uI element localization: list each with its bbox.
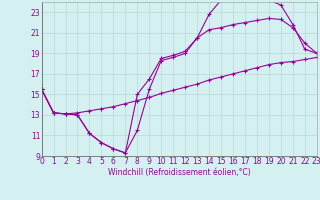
X-axis label: Windchill (Refroidissement éolien,°C): Windchill (Refroidissement éolien,°C): [108, 168, 251, 177]
